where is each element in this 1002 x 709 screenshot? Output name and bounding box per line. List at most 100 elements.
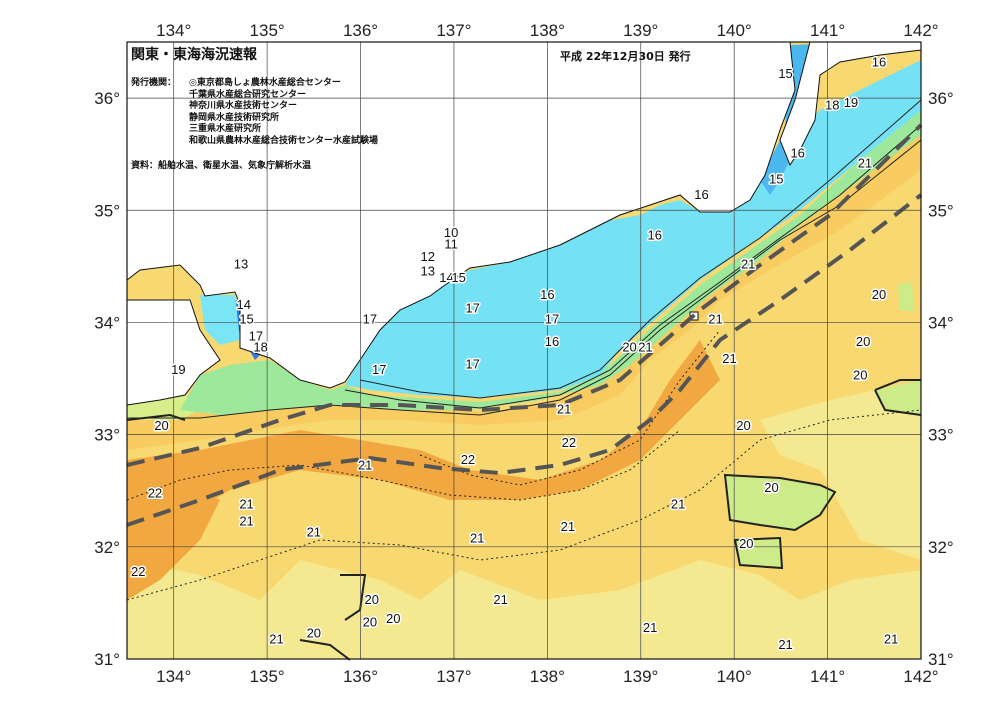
kuroshio-north-axis	[126, 123, 923, 467]
contour-value-label: 21	[858, 156, 872, 171]
zone-22-band	[127, 340, 720, 560]
contour-value-label: 22	[562, 435, 576, 450]
lon-tick-label: 140°	[717, 667, 752, 686]
issue-date: 平成 22年12月30日 発行	[560, 50, 691, 63]
contour-value-label: 15	[769, 171, 783, 186]
contour-value-label: 21	[239, 514, 253, 529]
map-title: 関東・東海海況速報	[131, 47, 257, 63]
zone-20-patch-c	[898, 282, 914, 312]
lat-ticks-right: 36° 35° 34° 33° 32° 31°	[928, 89, 954, 669]
lat-tick-label: 36°	[928, 89, 954, 108]
lon-tick-label: 137°	[436, 21, 471, 40]
contour-value-label: 22	[148, 485, 162, 500]
contours	[126, 99, 922, 661]
lat-tick-label: 34°	[94, 313, 120, 332]
contour-value-label: 20	[872, 287, 886, 302]
lon-tick-label: 135°	[250, 667, 285, 686]
lat-tick-label: 33°	[928, 426, 954, 445]
lon-tick-label: 142°	[903, 667, 938, 686]
contour-value-label: 16	[872, 55, 886, 70]
issuer-list: 発行機関： ◎東京都島しょ農林水産総合センター 千葉県水産総合研究センター 神奈川…	[131, 78, 378, 147]
lat-tick-label: 33°	[94, 426, 120, 445]
contour-value-label: 21	[643, 620, 657, 635]
contour-value-label: 21	[557, 401, 571, 416]
contour-value-label: 21	[884, 631, 898, 646]
contour-value-label: 15	[239, 312, 253, 327]
contour-20-south	[299, 574, 367, 661]
lat-tick-label: 32°	[928, 538, 954, 557]
contour-value-label: 17	[545, 312, 559, 327]
contour-value-label: 20	[764, 480, 778, 495]
lon-tick-label: 134°	[156, 667, 191, 686]
contour-value-label: 21	[671, 497, 685, 512]
issuer-item: ◎東京都島しょ農林水産総合センター	[189, 78, 341, 88]
contour-value-label: 10	[444, 225, 458, 240]
contour-value-label: 21	[638, 340, 652, 355]
contour-value-label: 21	[358, 457, 372, 472]
contour-value-label: 14	[439, 270, 453, 285]
contour-18	[344, 124, 922, 409]
contour-value-label: 13	[234, 257, 248, 272]
lat-ticks-left: 36° 35° 34° 33° 32° 31°	[94, 89, 120, 669]
lon-tick-label: 138°	[530, 21, 565, 40]
contour-17	[359, 99, 922, 399]
contour-20-west	[126, 413, 186, 421]
contour-value-label: 21	[708, 312, 722, 327]
contour-22-dotted	[419, 329, 721, 486]
contour-value-label: 15	[451, 270, 465, 285]
lon-tick-label: 135°	[250, 21, 285, 40]
contour-value-label: 11	[444, 236, 458, 251]
contour-value-label: 14	[237, 297, 251, 312]
contour-value-label: 20	[386, 611, 400, 626]
contour-value-label: 21	[239, 497, 253, 512]
lon-tick-label: 134°	[156, 21, 191, 40]
zone-18-19-band	[180, 110, 921, 415]
contour-value-label: 21	[561, 519, 575, 534]
lon-tick-label: 139°	[623, 21, 658, 40]
zone-20-east	[760, 380, 921, 560]
contour-value-label: 20	[622, 340, 636, 355]
lon-tick-label: 136°	[343, 21, 378, 40]
lat-tick-label: 35°	[928, 201, 954, 220]
zone-20-south	[127, 560, 921, 659]
contour-value-label: 17	[465, 356, 479, 371]
contour-20-patch-a	[723, 473, 837, 532]
issuer-item: 千葉県水産総合研究センター	[189, 89, 307, 100]
contour-value-label: 21	[778, 637, 792, 652]
lat-tick-label: 34°	[928, 313, 954, 332]
zone-20-patch-b	[735, 538, 782, 568]
contour-value-label: 20	[307, 626, 321, 641]
lon-tick-label: 139°	[623, 667, 658, 686]
contour-value-label: 12	[421, 249, 435, 264]
lat-tick-label: 35°	[94, 201, 120, 220]
lon-tick-label: 141°	[810, 21, 845, 40]
issuer-item: 神奈川県水産技術センター	[189, 101, 298, 111]
contour-value-label: 16	[790, 146, 804, 161]
contour-20-patch-b	[733, 536, 784, 570]
lon-tick-label: 137°	[436, 667, 471, 686]
contour-value-label: 16	[540, 287, 554, 302]
zone-20-patch-d	[875, 380, 921, 415]
contour-value-label: 16	[545, 334, 559, 349]
lon-tick-label: 140°	[717, 21, 752, 40]
contour-value-label: 21	[269, 631, 283, 646]
lat-tick-label: 36°	[94, 89, 120, 108]
zone-16-17	[345, 60, 921, 398]
lat-tick-label: 31°	[94, 650, 120, 669]
zone-20-patch-a	[725, 475, 835, 530]
contour-21	[127, 139, 922, 419]
contour-value-label: 19	[844, 95, 858, 110]
contour-value-label: 20	[154, 418, 168, 433]
issuer-label: 発行機関：	[131, 78, 177, 88]
lon-tick-label: 142°	[903, 21, 938, 40]
lat-tick-label: 32°	[94, 538, 120, 557]
contour-value-label: 21	[307, 525, 321, 540]
contour-value-label: 17	[249, 328, 263, 343]
lon-ticks-top: 134° 135° 136° 137° 138° 139° 140° 141° 142°	[156, 21, 938, 40]
contour-value-label: 17	[465, 300, 479, 315]
contour-value-label: 13	[421, 263, 435, 278]
contour-value-label: 21	[470, 530, 484, 545]
contour-value-label: 20	[856, 334, 870, 349]
